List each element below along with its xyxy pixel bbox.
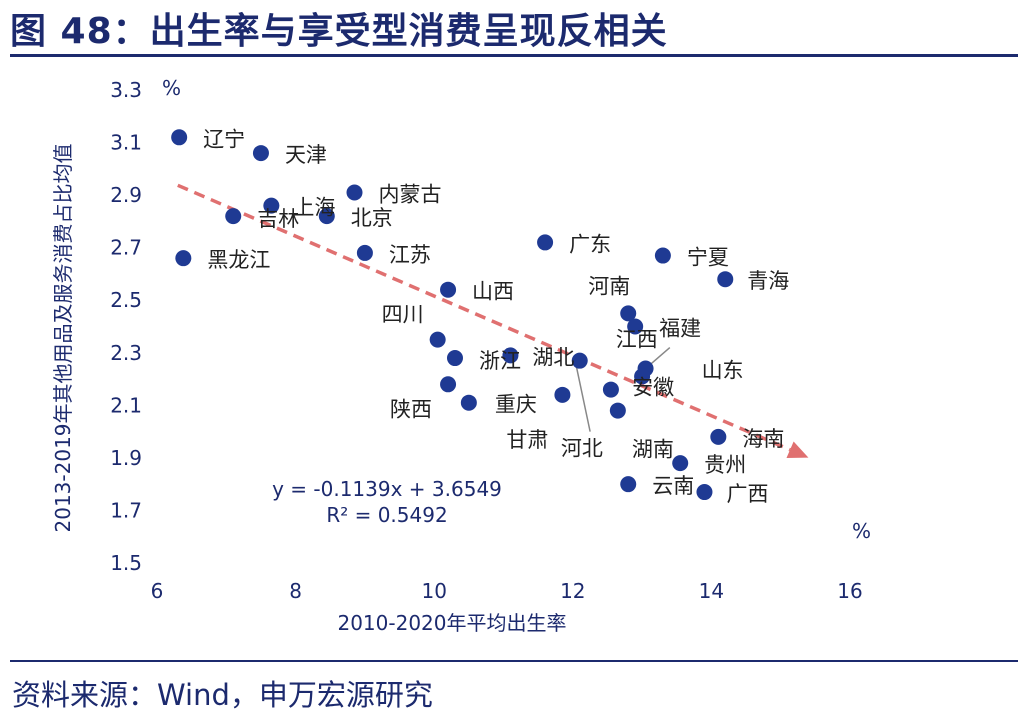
point-label: 甘肃 (506, 428, 548, 452)
x-tick-label: 8 (289, 579, 302, 603)
point-label: 海南 (742, 427, 784, 451)
data-point (440, 376, 457, 393)
x-tick-label: 10 (421, 579, 446, 603)
trendline-arrowhead (786, 441, 809, 459)
y-tick-label: 3.1 (110, 131, 142, 155)
point-label: 内蒙古 (379, 182, 442, 206)
data-point (440, 281, 457, 298)
data-point (620, 476, 637, 493)
point-label: 宁夏 (687, 246, 729, 270)
figure-title: 图 48：出生率与享受型消费呈现反相关 (10, 11, 668, 52)
data-point (460, 394, 477, 411)
trendline (177, 183, 791, 452)
data-point (696, 484, 713, 501)
y-tick-label: 3.3 (110, 78, 142, 102)
data-point (710, 428, 727, 445)
y-axis-ticks: 1.5 1.7 1.9 2.1 2.3 2.5 2.7 2.9 3.1 3.3 (110, 78, 142, 575)
data-point (602, 381, 619, 398)
data-point (318, 208, 335, 225)
data-point (672, 455, 689, 472)
data-point (717, 271, 734, 288)
x-tick-label: 12 (560, 579, 585, 603)
data-point (537, 234, 554, 251)
data-point (571, 352, 588, 369)
source-note: 资料来源：Wind，申万宏源研究 (12, 678, 433, 712)
point-label: 云南 (652, 474, 694, 498)
footer-divider (10, 660, 1018, 662)
data-point (225, 208, 242, 225)
data-point (175, 250, 192, 267)
regression-equation: y = -0.1139x + 3.6549 (272, 477, 502, 501)
point-label: 北京 (351, 206, 393, 230)
point-label: 福建 (659, 317, 701, 341)
x-tick-label: 14 (699, 579, 724, 603)
point-label: 湖南 (632, 438, 674, 462)
point-label: 山东 (702, 359, 744, 383)
data-point (429, 331, 446, 348)
point-label: 陕西 (390, 397, 432, 421)
x-axis-ticks: 6 8 10 12 14 16 (151, 579, 863, 603)
data-point (356, 244, 373, 261)
x-tick-label: 6 (151, 579, 164, 603)
data-point (263, 197, 280, 214)
y-axis-title: 2013-2019年其他用品及服务消费占比均值 (51, 143, 75, 532)
point-label: 江西 (616, 328, 658, 352)
y-tick-label: 2.7 (110, 236, 142, 260)
point-label: 河南 (588, 274, 630, 298)
y-tick-label: 2.1 (110, 393, 142, 417)
point-label: 黑龙江 (207, 248, 270, 272)
data-point (620, 305, 637, 322)
point-label: 辽宁 (203, 127, 245, 151)
r-squared: R² = 0.5492 (326, 503, 447, 527)
data-point (627, 318, 644, 335)
point-label: 广东 (569, 232, 611, 256)
data-point (634, 368, 651, 385)
scatter-chart: 1.5 1.7 1.9 2.1 2.3 2.5 2.7 2.9 3.1 3.3 6 8 10 12 14 1… (51, 76, 871, 635)
point-label: 重庆 (495, 393, 537, 417)
y-tick-label: 1.9 (110, 446, 142, 470)
point-label: 安徽 (632, 375, 674, 399)
point-label: 吉林 (257, 207, 299, 231)
data-point (171, 129, 188, 146)
y-tick-label: 1.7 (110, 498, 142, 522)
data-point (554, 386, 571, 403)
x-axis-unit: % (852, 519, 871, 543)
point-label: 江苏 (389, 243, 431, 267)
point-label: 青海 (747, 269, 789, 293)
data-point (346, 184, 363, 201)
point-label: 浙江 (479, 349, 521, 373)
point-label: 河北 (561, 437, 603, 461)
point-label: 上海 (293, 196, 335, 220)
trendline-group (177, 183, 809, 459)
data-point (609, 402, 626, 419)
data-point (654, 247, 671, 264)
x-tick-label: 16 (837, 579, 862, 603)
point-label: 四川 (382, 303, 424, 327)
point-label: 贵州 (704, 453, 746, 477)
point-label: 湖北 (532, 345, 574, 369)
data-point (446, 350, 463, 367)
y-axis-unit: % (162, 76, 181, 100)
y-tick-label: 2.5 (110, 288, 142, 312)
point-label: 天津 (285, 143, 327, 167)
y-tick-label: 2.9 (110, 183, 142, 207)
point-label: 广西 (726, 482, 768, 506)
data-point (252, 145, 269, 162)
y-tick-label: 2.3 (110, 341, 142, 365)
y-tick-label: 1.5 (110, 551, 142, 575)
title-divider (10, 54, 1018, 57)
x-axis-title: 2010-2020年平均出生率 (337, 611, 566, 635)
point-label: 山西 (472, 280, 514, 304)
data-points (171, 129, 734, 501)
leader-line (575, 365, 591, 432)
data-point (502, 347, 519, 364)
